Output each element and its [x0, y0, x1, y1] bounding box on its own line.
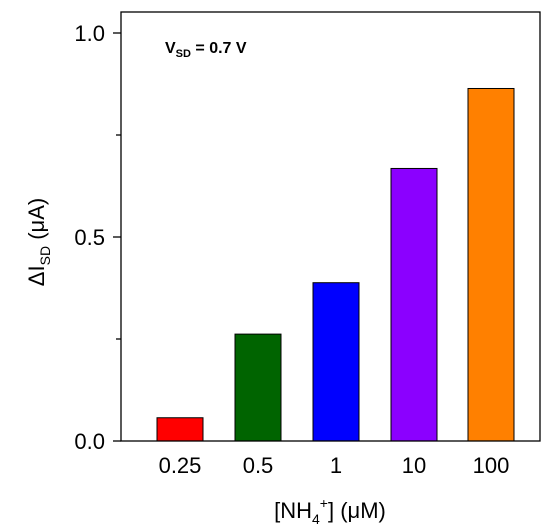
x-axis-title: [NH4+] (μM) — [274, 495, 386, 527]
y-tick-label: 1.0 — [74, 21, 105, 46]
x-tick-label: 0.25 — [159, 453, 202, 478]
bar-100 — [467, 87, 515, 442]
x-tick-label: 100 — [473, 453, 510, 478]
y-axis-title: ΔISD (μA) — [24, 198, 53, 286]
y-axis-ticks: 0.0 0.5 1.0 — [74, 21, 121, 454]
bar-10 — [390, 167, 438, 442]
y-tick-label: 0.5 — [74, 225, 105, 250]
x-tick-label: 1 — [330, 453, 342, 478]
annotation-label: VSD = 0.7 V — [165, 40, 247, 60]
bar-0.25 — [156, 417, 204, 442]
x-axis-ticks: 0.25 0.5 1 10 100 — [159, 453, 510, 478]
y-tick-label: 0.0 — [74, 429, 105, 454]
bars-group — [156, 87, 515, 442]
x-tick-label: 10 — [402, 453, 426, 478]
plot-frame — [120, 11, 541, 442]
bar-1 — [312, 282, 360, 442]
x-tick-label: 0.5 — [243, 453, 274, 478]
bar-0.5 — [234, 333, 282, 442]
